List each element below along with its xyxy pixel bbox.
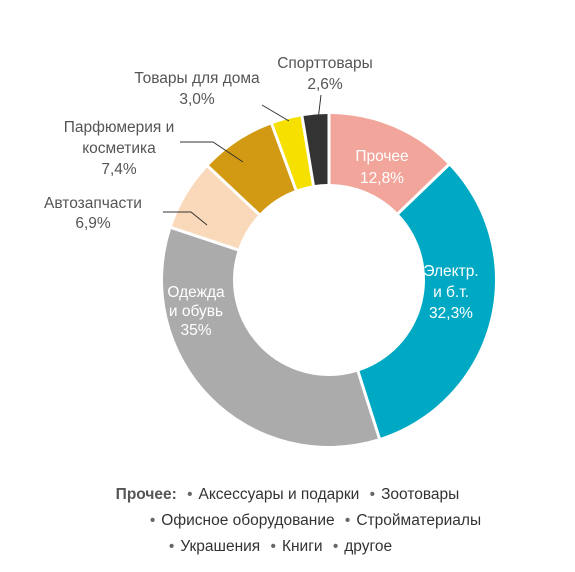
label-prochee-line: 12,8% bbox=[360, 170, 404, 187]
slice-спорттовары bbox=[303, 114, 328, 186]
footer-line-2: Офисное оборудование Стройматериалы bbox=[0, 512, 575, 538]
footer-legend: Прочее: Аксессуары и подарки Зоотовары О… bbox=[0, 486, 575, 564]
label-parf-line: Парфюмерия и bbox=[64, 119, 175, 136]
label-avto-line: Автозапчасти bbox=[44, 195, 142, 212]
label-elektr-line: Электр. bbox=[423, 263, 478, 280]
footer-item: Офисное оборудование bbox=[144, 512, 335, 529]
slice-одежда-и-обувь bbox=[163, 229, 378, 446]
label-prochee: Прочее 12,8% bbox=[355, 148, 408, 187]
label-sport-line: 2,6% bbox=[307, 76, 343, 93]
footer-item: другое bbox=[327, 538, 392, 555]
label-tovary-line: Товары для дома bbox=[134, 70, 260, 87]
slice-товары-для-дома bbox=[273, 116, 312, 190]
slice-парфюмерия-и-косметика bbox=[209, 124, 295, 214]
footer-item: Стройматериалы bbox=[339, 512, 481, 529]
footer-item: Аксессуары и подарки bbox=[181, 486, 359, 503]
slice-автозапчасти bbox=[171, 167, 259, 249]
label-sport: Спорттовары 2,6% bbox=[277, 55, 373, 93]
label-tovary: Товары для дома 3,0% bbox=[134, 70, 260, 108]
label-elektr-line: 32,3% bbox=[429, 305, 473, 322]
label-parf-line: косметика bbox=[82, 140, 156, 157]
footer-heading: Прочее: bbox=[115, 486, 177, 503]
label-odezhda: Одежда и обувь 35% bbox=[167, 284, 225, 339]
footer-item: Украшения bbox=[163, 538, 260, 555]
footer-item: Книги bbox=[265, 538, 323, 555]
label-sport-line: Спорттовары bbox=[277, 55, 373, 72]
label-parf-line: 7,4% bbox=[101, 161, 137, 178]
label-tovary-line: 3,0% bbox=[179, 91, 215, 108]
label-odezhda-line: Одежда bbox=[167, 284, 225, 301]
leader-parf-line bbox=[180, 141, 244, 163]
label-avto-line: 6,9% bbox=[75, 215, 111, 232]
slice-электр-и-б-т bbox=[359, 165, 495, 438]
label-prochee-line: Прочее bbox=[355, 148, 408, 165]
label-odezhda-line: 35% bbox=[180, 322, 211, 339]
footer-line-1: Прочее: Аксессуары и подарки Зоотовары bbox=[0, 486, 575, 512]
footer-line-3: Украшения Книги другое bbox=[0, 538, 575, 564]
slice-прочее bbox=[330, 114, 448, 213]
leader-tovary-line bbox=[261, 104, 290, 122]
donut-chart: Прочее 12,8% Электр. и б.т. 32,3% Одежда и обу… bbox=[44, 55, 495, 446]
leader-avto-line bbox=[163, 211, 208, 226]
label-elektr-line: и б.т. bbox=[433, 284, 469, 301]
label-parf: Парфюмерия и косметика 7,4% bbox=[64, 119, 175, 178]
label-avto: Автозапчасти 6,9% bbox=[44, 195, 142, 232]
label-odezhda-line: и обувь bbox=[169, 303, 223, 320]
footer-item: Зоотовары bbox=[364, 486, 460, 503]
leader-sport-line bbox=[317, 94, 322, 121]
label-elektr: Электр. и б.т. 32,3% bbox=[423, 263, 478, 322]
